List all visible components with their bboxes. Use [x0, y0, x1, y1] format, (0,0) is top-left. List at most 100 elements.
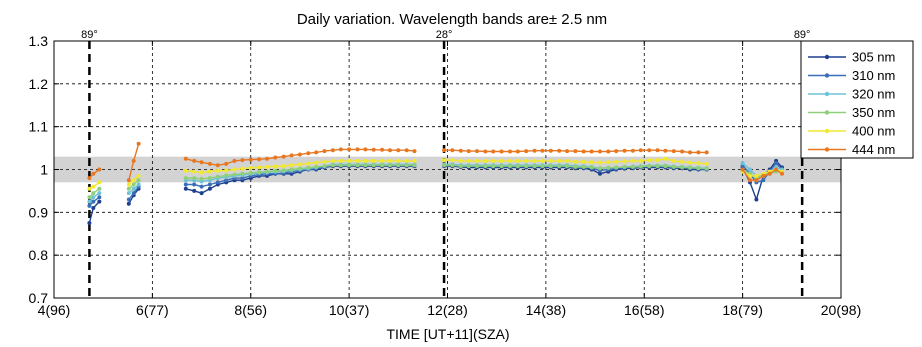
data-point — [131, 186, 136, 191]
data-point — [622, 164, 627, 169]
data-point — [314, 160, 319, 165]
legend-marker — [824, 73, 830, 78]
series-350-nm — [87, 163, 784, 200]
data-point — [347, 147, 352, 152]
x-tick-label: 12(28) — [427, 302, 467, 318]
data-point — [508, 149, 512, 154]
data-point — [396, 163, 401, 168]
data-point — [499, 158, 504, 163]
data-point — [257, 157, 262, 162]
x-axis-title: TIME [UT+11](SZA) — [386, 326, 509, 342]
data-point — [475, 164, 479, 169]
data-point — [483, 158, 488, 163]
data-point — [740, 161, 745, 166]
data-point — [466, 149, 471, 154]
data-point — [532, 158, 537, 163]
data-point — [754, 197, 759, 202]
data-point — [207, 182, 212, 187]
data-point — [363, 147, 368, 152]
data-point — [614, 165, 619, 170]
data-point — [573, 149, 578, 154]
data-point — [380, 147, 385, 152]
data-point — [183, 176, 188, 181]
data-point — [696, 166, 701, 171]
data-point — [458, 164, 463, 169]
data-point — [183, 182, 188, 187]
y-tick-label: 1.1 — [29, 119, 49, 135]
data-point — [655, 148, 660, 153]
data-point — [330, 163, 335, 168]
data-point — [87, 221, 92, 225]
data-point — [91, 171, 96, 176]
data-point — [598, 149, 602, 154]
data-point — [581, 159, 586, 164]
data-point — [688, 165, 692, 170]
data-point — [289, 153, 294, 158]
legend-marker — [824, 54, 830, 60]
data-point — [136, 178, 141, 183]
data-point — [306, 151, 311, 156]
data-point — [704, 150, 709, 155]
data-point — [688, 150, 692, 155]
data-point — [622, 159, 627, 164]
data-point — [573, 159, 578, 164]
data-point — [589, 165, 594, 170]
data-point — [396, 158, 401, 163]
sza-marker-label: 28° — [436, 29, 453, 41]
data-point — [306, 161, 311, 166]
data-point — [265, 169, 269, 174]
data-point — [388, 148, 392, 153]
data-point — [97, 195, 102, 200]
data-point — [696, 161, 701, 166]
data-point — [380, 163, 385, 168]
data-point — [458, 158, 463, 163]
data-point — [265, 164, 269, 169]
legend-marker — [824, 91, 830, 97]
data-point — [240, 176, 245, 181]
data-point — [199, 191, 204, 196]
data-point — [442, 163, 447, 168]
data-point — [248, 165, 253, 170]
data-point — [199, 170, 204, 175]
data-point — [192, 158, 197, 163]
data-point — [774, 167, 779, 172]
data-point — [355, 163, 360, 168]
legend-label: 444 nm — [852, 142, 895, 157]
data-point — [680, 165, 685, 170]
data-point — [87, 195, 92, 200]
data-point — [680, 159, 685, 164]
data-point — [630, 148, 635, 153]
data-point — [131, 178, 136, 183]
data-point — [515, 149, 520, 154]
y-tick-label: 1.2 — [29, 76, 49, 92]
data-point — [281, 164, 286, 169]
data-point — [573, 164, 578, 169]
data-point — [466, 158, 471, 163]
x-tick-label: 16(58) — [624, 302, 664, 318]
data-point — [767, 171, 772, 176]
data-point — [754, 173, 759, 178]
data-point — [338, 147, 343, 152]
data-point — [774, 161, 779, 166]
legend: 305 nm 310 nm 320 nm 350 nm 400 nm 444 nm — [800, 40, 914, 159]
data-point — [466, 164, 471, 169]
data-point — [126, 186, 131, 191]
data-point — [748, 173, 752, 178]
data-point — [671, 158, 676, 163]
y-tick-label: 1 — [40, 162, 48, 178]
data-point — [450, 148, 455, 153]
data-point — [257, 165, 262, 170]
data-point — [215, 163, 220, 168]
data-point — [704, 166, 709, 171]
data-point — [371, 163, 376, 168]
data-point — [748, 178, 752, 183]
data-point — [289, 163, 294, 168]
data-point — [671, 164, 676, 169]
data-point — [126, 178, 131, 183]
data-point — [224, 178, 229, 183]
data-point — [97, 186, 102, 191]
legend-label: 305 nm — [852, 50, 895, 65]
data-point — [565, 149, 569, 154]
data-point — [396, 148, 401, 153]
